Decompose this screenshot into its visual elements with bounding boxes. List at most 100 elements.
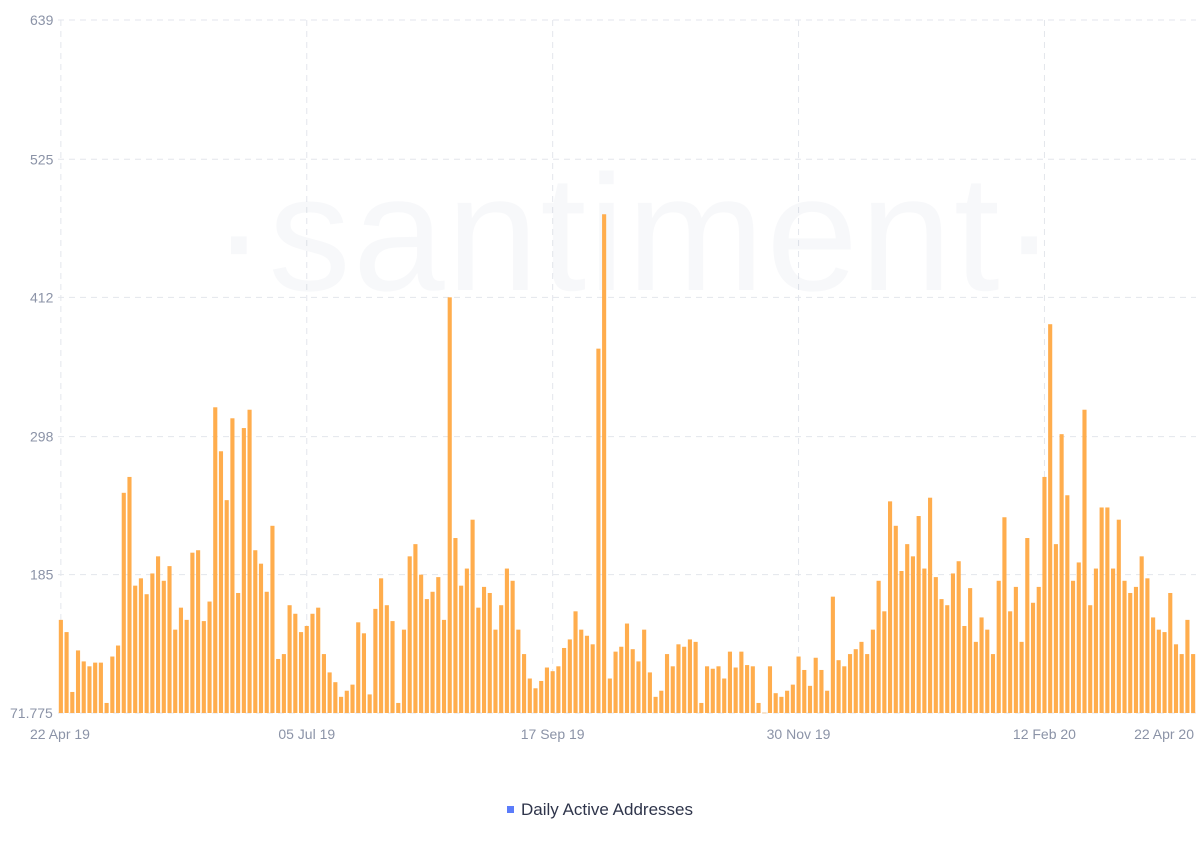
- bar[interactable]: [956, 561, 961, 713]
- bar[interactable]: [1048, 324, 1053, 713]
- bar[interactable]: [401, 629, 407, 713]
- bar[interactable]: [173, 629, 178, 713]
- bar[interactable]: [270, 525, 275, 713]
- bar[interactable]: [459, 585, 464, 713]
- bar[interactable]: [1002, 517, 1007, 713]
- bar[interactable]: [733, 667, 738, 713]
- bar[interactable]: [98, 662, 103, 713]
- bar[interactable]: [596, 348, 601, 713]
- bar[interactable]: [996, 580, 1001, 713]
- bar[interactable]: [573, 611, 578, 713]
- bar[interactable]: [602, 214, 607, 713]
- bar[interactable]: [802, 669, 807, 713]
- bar[interactable]: [550, 671, 555, 713]
- bar[interactable]: [476, 607, 481, 713]
- bar[interactable]: [756, 702, 761, 713]
- bar[interactable]: [636, 661, 641, 713]
- bar[interactable]: [190, 552, 195, 713]
- bar[interactable]: [58, 619, 63, 713]
- bar[interactable]: [436, 577, 441, 713]
- bar[interactable]: [790, 684, 795, 713]
- bar[interactable]: [945, 605, 950, 713]
- bar[interactable]: [705, 666, 710, 713]
- bar[interactable]: [487, 592, 492, 713]
- bar[interactable]: [687, 639, 692, 713]
- bar[interactable]: [973, 641, 978, 713]
- bar[interactable]: [676, 644, 681, 713]
- bar[interactable]: [224, 500, 229, 713]
- bar[interactable]: [75, 650, 81, 713]
- bar[interactable]: [670, 666, 675, 713]
- bar[interactable]: [1162, 632, 1167, 713]
- bar[interactable]: [1168, 592, 1173, 713]
- bar[interactable]: [276, 658, 281, 713]
- bar[interactable]: [922, 568, 927, 713]
- bar[interactable]: [1099, 507, 1104, 713]
- bar[interactable]: [430, 591, 435, 713]
- bar[interactable]: [1036, 586, 1041, 713]
- bar[interactable]: [316, 607, 321, 713]
- bar[interactable]: [1185, 619, 1190, 713]
- bar[interactable]: [664, 654, 670, 713]
- bar[interactable]: [767, 666, 773, 713]
- bar[interactable]: [419, 574, 424, 713]
- bar[interactable]: [1128, 592, 1133, 713]
- bar[interactable]: [556, 666, 561, 713]
- bar[interactable]: [510, 580, 515, 713]
- bar[interactable]: [888, 501, 893, 713]
- bar[interactable]: [339, 696, 344, 713]
- bar[interactable]: [905, 544, 910, 713]
- bar[interactable]: [779, 696, 784, 713]
- bar[interactable]: [310, 613, 315, 713]
- bar[interactable]: [1088, 605, 1093, 713]
- bar[interactable]: [156, 556, 161, 713]
- bar[interactable]: [1065, 495, 1070, 713]
- bar[interactable]: [624, 623, 630, 713]
- bar[interactable]: [1059, 434, 1064, 713]
- bar[interactable]: [1070, 580, 1076, 713]
- bar[interactable]: [253, 550, 258, 713]
- bar[interactable]: [464, 568, 469, 713]
- bar[interactable]: [1013, 586, 1018, 713]
- bar[interactable]: [847, 654, 853, 713]
- bar[interactable]: [93, 662, 98, 713]
- bar[interactable]: [184, 619, 189, 713]
- bar[interactable]: [544, 667, 549, 713]
- bar[interactable]: [739, 651, 744, 713]
- bar[interactable]: [178, 607, 184, 713]
- bar[interactable]: [990, 654, 996, 713]
- bar[interactable]: [247, 409, 252, 713]
- bar[interactable]: [1173, 644, 1179, 713]
- bar[interactable]: [785, 690, 790, 713]
- bar[interactable]: [213, 407, 218, 713]
- bar[interactable]: [968, 588, 973, 713]
- bar[interactable]: [367, 694, 372, 713]
- bar[interactable]: [121, 492, 126, 713]
- bar[interactable]: [842, 666, 847, 713]
- bar[interactable]: [447, 297, 452, 713]
- bar[interactable]: [304, 625, 309, 713]
- bar[interactable]: [407, 556, 412, 713]
- bar[interactable]: [1139, 556, 1144, 713]
- bar[interactable]: [1076, 562, 1081, 713]
- bar[interactable]: [939, 599, 944, 713]
- bar[interactable]: [470, 519, 475, 713]
- bar[interactable]: [64, 632, 69, 713]
- bar[interactable]: [613, 651, 618, 713]
- bar[interactable]: [201, 621, 206, 713]
- bar[interactable]: [1145, 578, 1150, 713]
- bar[interactable]: [115, 645, 121, 713]
- bar[interactable]: [893, 525, 898, 713]
- bar[interactable]: [1105, 507, 1110, 713]
- bar[interactable]: [710, 668, 715, 713]
- bar[interactable]: [910, 556, 915, 713]
- bar[interactable]: [745, 665, 750, 713]
- bar[interactable]: [373, 608, 378, 713]
- bar[interactable]: [396, 702, 401, 713]
- chart-legend[interactable]: Daily Active Addresses: [0, 800, 1200, 820]
- bar[interactable]: [607, 678, 612, 713]
- bar[interactable]: [1082, 409, 1087, 713]
- bar[interactable]: [813, 657, 818, 713]
- bar[interactable]: [567, 639, 572, 713]
- bar[interactable]: [722, 678, 727, 713]
